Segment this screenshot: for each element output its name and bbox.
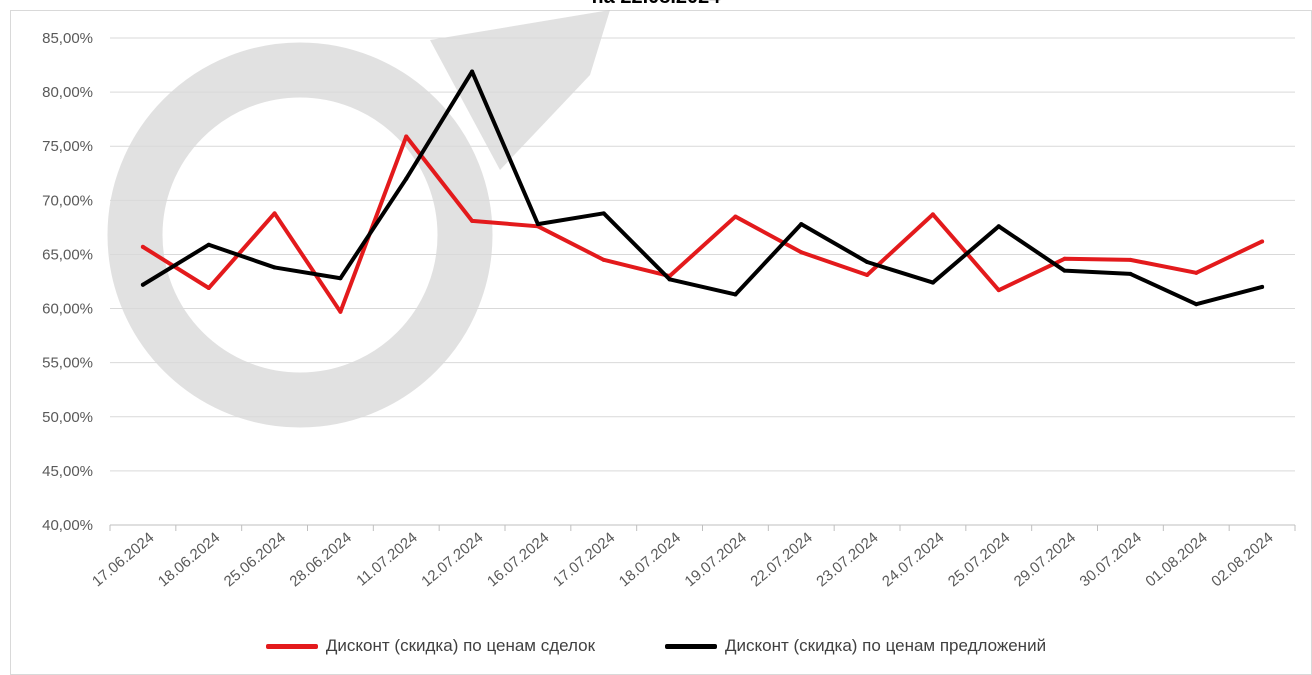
y-tick-label: 85,00% <box>42 30 93 47</box>
data-point <box>601 257 606 262</box>
x-tick-label: 02.08.2024 <box>1208 529 1276 590</box>
data-point <box>140 244 145 249</box>
data-point <box>1128 271 1133 276</box>
data-point <box>799 222 804 227</box>
x-tick-label: 23.07.2024 <box>813 529 881 590</box>
data-point <box>404 176 409 181</box>
x-tick-label: 29.07.2024 <box>1011 529 1079 590</box>
data-point <box>535 222 540 227</box>
data-point <box>1128 257 1133 262</box>
legend-item-deals: Дисконт (скидка) по ценам сделок <box>265 636 596 656</box>
x-tick-label: 22.07.2024 <box>747 529 815 590</box>
data-point <box>667 277 672 282</box>
data-point <box>601 211 606 216</box>
legend-swatch-offers <box>665 643 718 649</box>
data-point <box>140 282 145 287</box>
x-tick-label: 16.07.2024 <box>484 529 552 590</box>
data-point <box>865 273 870 278</box>
data-point <box>1194 270 1199 275</box>
data-point <box>1260 239 1265 244</box>
y-tick-label: 55,00% <box>42 355 93 372</box>
y-tick-label: 70,00% <box>42 192 93 209</box>
x-tick-label: 24.07.2024 <box>879 529 947 590</box>
data-point <box>470 69 475 74</box>
data-point <box>930 212 935 217</box>
y-tick-label: 75,00% <box>42 138 93 155</box>
x-tick-label: 30.07.2024 <box>1077 529 1145 590</box>
y-tick-label: 40,00% <box>42 517 93 534</box>
legend-swatch-deals <box>265 643 318 649</box>
data-point <box>272 211 277 216</box>
x-tick-label: 01.08.2024 <box>1142 529 1210 590</box>
legend-label-deals: Дисконт (скидка) по ценам сделок <box>325 636 596 655</box>
data-point <box>1062 256 1067 261</box>
x-tick-label: 11.07.2024 <box>353 529 421 590</box>
data-point <box>1062 268 1067 273</box>
legend-item-offers: Дисконт (скидка) по ценам предложений <box>665 636 1046 656</box>
data-point <box>799 250 804 255</box>
x-axis: 17.06.202418.06.202425.06.202428.06.2024… <box>89 524 1296 590</box>
y-tick-label: 65,00% <box>42 246 93 263</box>
legend-label-offers: Дисконт (скидка) по ценам предложений <box>725 636 1047 655</box>
data-point <box>865 260 870 265</box>
series-line-offers <box>140 69 1265 307</box>
x-tick-label: 28.06.2024 <box>287 529 355 590</box>
data-point <box>733 292 738 297</box>
y-tick-label: 80,00% <box>42 84 93 101</box>
x-tick-label: 12.07.2024 <box>418 529 486 590</box>
data-point <box>996 224 1001 229</box>
x-tick-label: 17.06.2024 <box>89 529 157 590</box>
y-tick-label: 50,00% <box>42 409 93 426</box>
data-point <box>470 218 475 223</box>
y-tick-label: 45,00% <box>42 463 93 480</box>
x-tick-label: 17.07.2024 <box>550 529 618 590</box>
data-point <box>1260 284 1265 289</box>
y-tick-label: 60,00% <box>42 301 93 318</box>
legend: Дисконт (скидка) по ценам сделок Дисконт… <box>0 636 1312 656</box>
data-point <box>930 280 935 285</box>
data-point <box>404 134 409 139</box>
x-tick-label: 19.07.2024 <box>682 529 750 590</box>
data-point <box>996 288 1001 293</box>
data-point <box>733 214 738 219</box>
data-point <box>338 309 343 314</box>
chart-title: на 22.08.2024 <box>0 0 1312 9</box>
data-point <box>272 265 277 270</box>
data-point <box>206 242 211 247</box>
x-tick-label: 25.07.2024 <box>945 529 1013 590</box>
data-point <box>1194 302 1199 307</box>
x-tick-label: 25.06.2024 <box>221 529 289 590</box>
y-axis-ticks: 40,00% 45,00% 50,00% 55,00% 60,00% 65,00% 70,0… <box>42 30 93 534</box>
series-lines <box>140 69 1265 314</box>
data-point <box>338 276 343 281</box>
x-tick-label: 18.06.2024 <box>155 529 223 590</box>
series-line-deals <box>140 134 1265 314</box>
data-point <box>206 285 211 290</box>
x-tick-label: 18.07.2024 <box>616 529 684 590</box>
gridlines <box>110 37 1295 472</box>
